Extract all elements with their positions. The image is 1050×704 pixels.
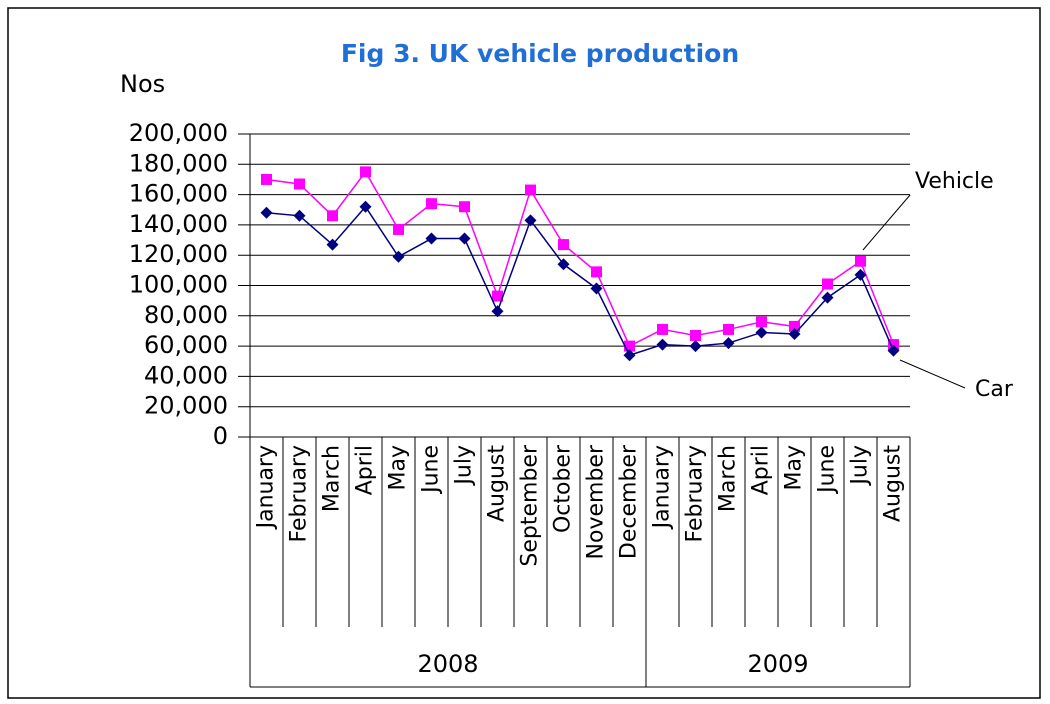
- x-tick-label: December: [617, 444, 642, 559]
- y-tick-label: 0: [213, 422, 228, 450]
- x-tick-label: April: [353, 445, 378, 495]
- marker: [657, 323, 668, 335]
- x-tick-label: October: [551, 444, 576, 533]
- y-tick-label: 160,000: [129, 180, 228, 208]
- marker: [260, 206, 273, 219]
- y-tick-label: 180,000: [129, 149, 228, 177]
- marker: [491, 305, 504, 318]
- y-tick-label: 200,000: [129, 119, 228, 147]
- marker: [755, 326, 768, 339]
- x-tick-label: April: [749, 445, 774, 495]
- marker: [656, 338, 669, 351]
- marker: [624, 340, 635, 352]
- marker: [293, 209, 306, 222]
- marker: [458, 232, 471, 245]
- marker: [261, 173, 272, 185]
- marker: [887, 344, 900, 357]
- leader-line: [899, 359, 966, 389]
- leader-line: [862, 194, 911, 251]
- x-tick-label: January: [650, 445, 675, 530]
- marker: [822, 278, 833, 290]
- chart-title: Fig 3. UK vehicle production: [341, 39, 739, 68]
- marker: [821, 291, 834, 304]
- chart-frame: [7, 7, 1041, 699]
- marker: [524, 214, 537, 227]
- y-tick-label: 20,000: [144, 392, 228, 420]
- y-axis-label: Nos: [120, 70, 165, 98]
- x-tick-label: May: [386, 445, 411, 490]
- y-tick-label: 40,000: [144, 361, 228, 389]
- series-label: Car: [975, 377, 1014, 402]
- y-tick-label: 60,000: [144, 331, 228, 359]
- marker: [426, 198, 437, 210]
- y-tick-label: 140,000: [129, 210, 228, 238]
- x-tick-label: February: [683, 445, 708, 543]
- x-tick-label: January: [254, 445, 279, 530]
- marker: [425, 232, 438, 245]
- marker: [359, 200, 372, 213]
- marker: [689, 340, 702, 353]
- marker: [558, 239, 569, 251]
- x-tick-label: March: [716, 445, 741, 512]
- x-tick-label: November: [584, 444, 609, 559]
- marker: [756, 316, 767, 328]
- marker: [591, 266, 602, 278]
- x-tick-label: June: [815, 445, 840, 495]
- group-label: 2008: [417, 650, 478, 678]
- marker: [690, 329, 701, 341]
- marker: [459, 201, 470, 213]
- x-tick-label: September: [518, 444, 543, 567]
- marker: [326, 238, 339, 251]
- y-tick-label: 80,000: [144, 301, 228, 329]
- marker: [525, 184, 536, 196]
- x-tick-label: August: [881, 445, 906, 522]
- marker: [393, 223, 404, 235]
- marker: [360, 166, 371, 178]
- x-tick-label: March: [320, 445, 345, 512]
- x-tick-label: February: [287, 445, 312, 543]
- x-tick-label: July: [452, 445, 477, 487]
- marker: [492, 290, 503, 302]
- marker: [855, 255, 866, 267]
- marker: [623, 349, 636, 362]
- marker: [723, 323, 734, 335]
- x-tick-label: August: [485, 445, 510, 522]
- marker: [722, 337, 735, 350]
- marker: [557, 258, 570, 271]
- x-tick-label: May: [782, 445, 807, 490]
- marker: [788, 327, 801, 340]
- marker: [789, 320, 800, 332]
- series-label: Vehicle: [915, 169, 994, 194]
- y-tick-label: 120,000: [129, 240, 228, 268]
- marker: [590, 282, 603, 295]
- marker: [327, 210, 338, 222]
- y-tick-label: 100,000: [129, 271, 228, 299]
- marker: [294, 178, 305, 190]
- group-label: 2009: [747, 650, 808, 678]
- marker: [392, 250, 405, 263]
- marker: [854, 268, 867, 281]
- x-tick-label: June: [419, 445, 444, 495]
- x-tick-label: July: [848, 445, 873, 487]
- marker: [888, 339, 899, 351]
